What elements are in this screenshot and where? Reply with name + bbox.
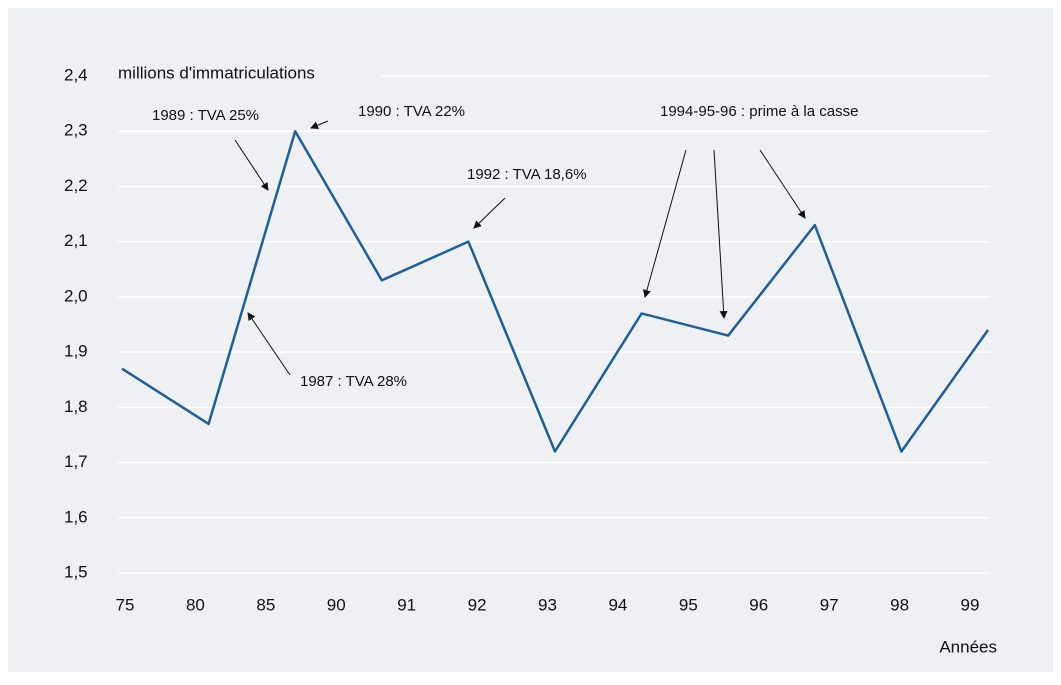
x-tick-label: 99 bbox=[961, 595, 980, 614]
x-tick-label: 95 bbox=[679, 595, 698, 614]
y-tick-label: 2,3 bbox=[64, 121, 88, 140]
background bbox=[8, 8, 1053, 672]
x-tick-label: 93 bbox=[538, 595, 557, 614]
x-tick-label: 94 bbox=[608, 595, 627, 614]
annotation: 1987 : TVA 28% bbox=[300, 373, 407, 390]
x-tick-label: 85 bbox=[256, 595, 275, 614]
y-axis-label: millions d'immatriculations bbox=[118, 63, 315, 82]
x-tick-label: 75 bbox=[116, 595, 135, 614]
x-tick-label: 92 bbox=[468, 595, 487, 614]
y-tick-label: 1,7 bbox=[64, 452, 88, 471]
arrow bbox=[234, 139, 269, 191]
y-tick-label: 1,8 bbox=[64, 397, 88, 416]
label-backdrop bbox=[112, 62, 382, 88]
arrow bbox=[713, 149, 728, 319]
y-tick-label: 1,5 bbox=[64, 562, 88, 581]
y-tick-label: 2,1 bbox=[64, 231, 88, 250]
annotation: 1989 : TVA 25% bbox=[152, 107, 259, 124]
x-tick-label: 97 bbox=[820, 595, 839, 614]
y-tick-label: 1,9 bbox=[64, 342, 88, 361]
y-tick-label: 2,0 bbox=[64, 286, 88, 305]
annotation: 1990 : TVA 22% bbox=[358, 103, 465, 120]
y-tick-label: 1,6 bbox=[64, 507, 88, 526]
y-tick-label: 2,4 bbox=[64, 65, 88, 84]
arrow bbox=[247, 312, 291, 376]
annotation: 1994-95-96 : prime à la casse bbox=[660, 103, 858, 120]
x-tick-label: 98 bbox=[890, 595, 909, 614]
arrow bbox=[759, 149, 806, 219]
x-tick-label: 91 bbox=[397, 595, 416, 614]
x-tick-label: 90 bbox=[327, 595, 346, 614]
arrow bbox=[473, 197, 506, 229]
y-tick-label: 2,2 bbox=[64, 176, 88, 195]
data-line bbox=[121, 129, 990, 453]
annotation: 1992 : TVA 18,6% bbox=[467, 166, 587, 183]
x-tick-label: 80 bbox=[186, 595, 205, 614]
arrow bbox=[643, 149, 687, 298]
x-axis-label: Années bbox=[939, 637, 997, 656]
arrow bbox=[310, 120, 329, 130]
x-tick-label: 96 bbox=[749, 595, 768, 614]
